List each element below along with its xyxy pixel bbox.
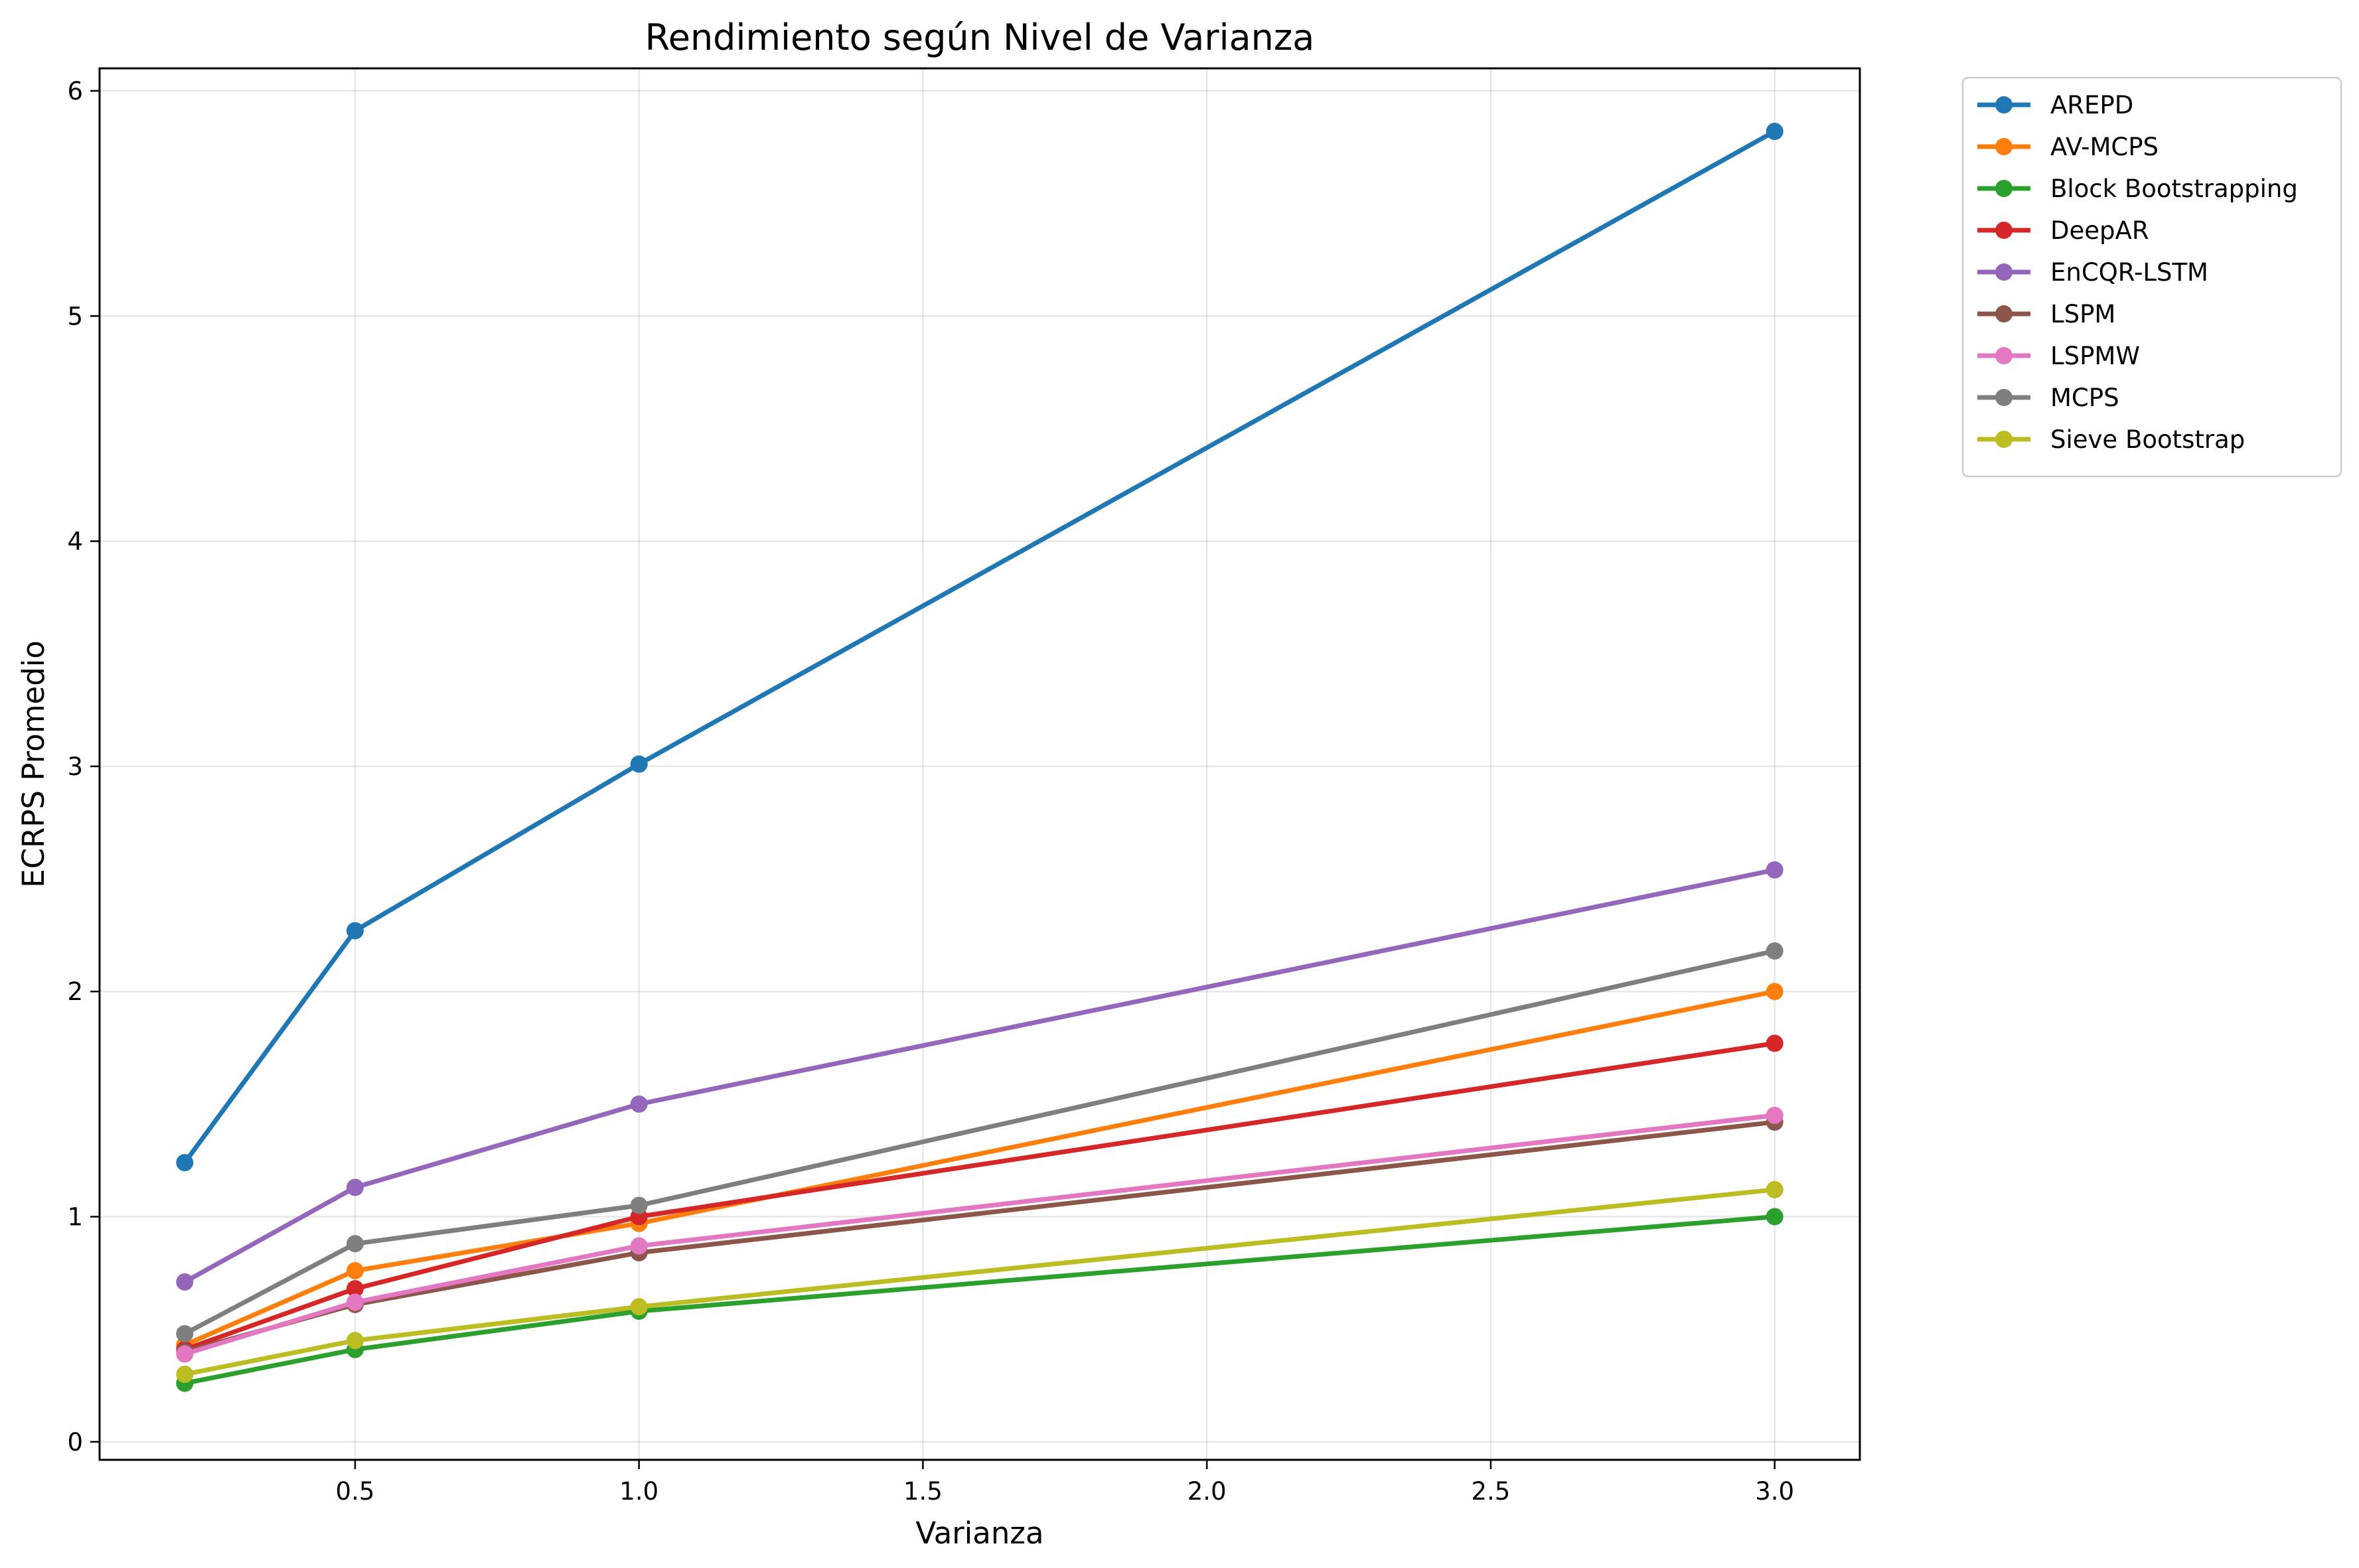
legend-swatch-marker [1995, 138, 2013, 155]
y-tick-label: 6 [67, 77, 83, 106]
data-point-sieve-bootstrap [176, 1366, 194, 1384]
series-line-block-bootstrapping [182, 1214, 1778, 1386]
series-mcps [176, 942, 1784, 1342]
series-lines [176, 123, 1784, 1392]
legend-label: Sieve Bootstrap [2050, 425, 2245, 454]
legend-label: LSPM [2050, 300, 2115, 328]
plot-area-frame [98, 67, 1861, 1461]
legend: AREPD AV-MCPS Block Bootstrapping DeepAR EnC… [1961, 76, 2342, 478]
data-point-arepd [1766, 123, 1784, 141]
legend-label: DeepAR [2050, 216, 2149, 245]
legend-swatch-marker [1995, 222, 2013, 239]
data-point-mcps [1766, 942, 1784, 960]
series-line-encqr-lstm [181, 867, 1778, 1285]
series-lspmw [176, 1106, 1784, 1363]
data-point-deepar [1766, 1034, 1784, 1052]
data-point-deepar [346, 1280, 364, 1298]
legend-label: AV-MCPS [2050, 133, 2159, 161]
data-point-av-mcps [346, 1261, 364, 1279]
legend-item-sieve-bootstrap: Sieve Bootstrap [1977, 425, 2245, 454]
data-point-encqr-lstm [1766, 861, 1784, 879]
x-axis-ticks: 0.5 1.0 1.5 2.0 2.5 3.0 [336, 1460, 1794, 1506]
series-line-mcps [181, 948, 1778, 1337]
data-point-encqr-lstm [630, 1095, 648, 1113]
y-tick-label: 2 [67, 977, 83, 1006]
data-point-av-mcps [1766, 983, 1784, 1001]
data-point-encqr-lstm [346, 1178, 364, 1196]
data-point-mcps [630, 1196, 648, 1214]
legend-label: Block Bootstrapping [2050, 175, 2298, 203]
data-point-encqr-lstm [176, 1273, 194, 1291]
data-point-block-bootstrapping [1766, 1208, 1784, 1226]
y-tick-label: 4 [67, 528, 83, 556]
legend-item-av-mcps: AV-MCPS [1977, 133, 2159, 161]
y-tick-label: 3 [67, 752, 83, 781]
chart-title: Rendimiento según Nivel de Varianza [645, 17, 1315, 58]
x-tick-label: 2.0 [1187, 1477, 1227, 1506]
legend-swatch-marker [1995, 347, 2013, 364]
series-sieve-bootstrap [176, 1180, 1784, 1384]
x-axis-label: Varianza [915, 1516, 1043, 1551]
y-tick-label: 0 [67, 1428, 83, 1457]
legend-item-deepar: DeepAR [1977, 216, 2149, 245]
legend-item-arepd: AREPD [1977, 91, 2133, 119]
series-line-lspmw [181, 1112, 1778, 1357]
legend-swatch-marker [1995, 180, 2013, 197]
series-line-sieve-bootstrap [182, 1186, 1778, 1378]
legend-item-encqr-lstm: EnCQR-LSTM [1977, 258, 2208, 287]
legend-swatch-marker [1995, 431, 2013, 448]
series-arepd [176, 123, 1784, 1172]
data-point-sieve-bootstrap [630, 1298, 648, 1316]
data-point-sieve-bootstrap [346, 1332, 364, 1350]
series-line-arepd [181, 128, 1778, 1166]
x-tick-label: 3.0 [1755, 1477, 1794, 1506]
y-axis-ticks: 0 1 2 3 4 5 6 [67, 77, 100, 1457]
series-line-deepar [181, 1040, 1778, 1353]
x-tick-label: 2.5 [1472, 1477, 1511, 1506]
legend-item-block-bootstrapping: Block Bootstrapping [1977, 175, 2298, 203]
legend-item-mcps: MCPS [1977, 384, 2119, 412]
legend-swatch-marker [1995, 389, 2013, 406]
legend-box [1961, 76, 2342, 478]
data-point-mcps [346, 1235, 364, 1253]
legend-label: MCPS [2050, 384, 2119, 412]
y-tick-label: 5 [67, 302, 83, 330]
data-point-lspmw [1766, 1106, 1784, 1124]
data-point-mcps [176, 1324, 194, 1342]
legend-swatch-marker [1995, 96, 2013, 113]
legend-label: LSPMW [2050, 342, 2140, 370]
y-tick-label: 1 [67, 1203, 83, 1232]
data-point-arepd [630, 755, 648, 773]
data-point-arepd [346, 922, 364, 940]
data-point-arepd [176, 1154, 194, 1172]
data-point-lspmw [346, 1293, 364, 1311]
legend-swatch-marker [1995, 305, 2013, 322]
legend-item-lspm: LSPM [1977, 300, 2115, 328]
legend-label: EnCQR-LSTM [2050, 258, 2208, 287]
legend-item-lspmw: LSPMW [1977, 342, 2140, 370]
x-tick-label: 0.5 [336, 1477, 375, 1506]
data-point-lspmw [176, 1345, 194, 1363]
data-point-sieve-bootstrap [1766, 1180, 1784, 1198]
series-line-av-mcps [181, 989, 1778, 1348]
data-point-lspmw [630, 1237, 648, 1255]
x-tick-label: 1.5 [903, 1477, 943, 1506]
legend-swatch-marker [1995, 263, 2013, 281]
legend-label: AREPD [2050, 91, 2133, 119]
y-axis-label: ECRPS Promedio [16, 640, 51, 888]
series-encqr-lstm [176, 861, 1784, 1291]
x-tick-label: 1.0 [619, 1477, 658, 1506]
